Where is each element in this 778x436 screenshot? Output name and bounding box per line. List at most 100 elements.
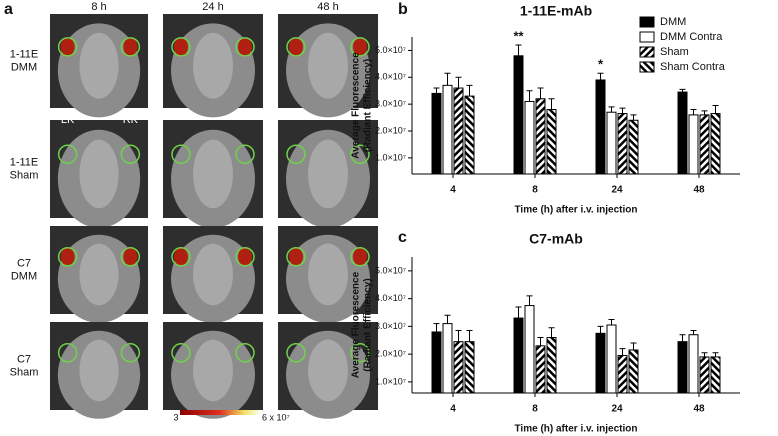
error-bar: [630, 114, 637, 121]
bar: [699, 114, 710, 175]
bar: [710, 113, 721, 175]
x-tick-label: 4: [450, 185, 456, 196]
bar: [464, 341, 475, 394]
x-tick-label: 24: [611, 185, 623, 196]
roi-circle: [350, 343, 370, 363]
bar: [513, 55, 524, 175]
y-tick-label: 4.0×10⁷: [375, 72, 406, 82]
legend-label: Sham Contra: [660, 61, 726, 73]
signal: [353, 37, 367, 56]
bar: [535, 98, 546, 175]
colorbar: [180, 410, 260, 415]
roi-circle: [171, 37, 191, 57]
bar: [442, 323, 453, 394]
roi-circle: [235, 343, 255, 363]
error-bar: [597, 72, 604, 80]
bar: [431, 331, 442, 394]
error-bar: [433, 87, 440, 94]
bar: [524, 305, 535, 394]
signal: [60, 247, 75, 266]
side-label: RK: [123, 114, 139, 126]
x-tick-label: 48: [693, 185, 705, 196]
signal: [238, 37, 252, 56]
bar: [688, 114, 699, 175]
roi-circle: [171, 144, 191, 165]
column-label: 24 h: [202, 1, 223, 13]
mouse-belly: [308, 243, 348, 306]
significance: *: [598, 57, 604, 72]
error-bar: [712, 352, 719, 357]
error-bar: [537, 87, 544, 99]
signal: [174, 247, 188, 266]
y-tick-label: 3.0×10⁷: [375, 321, 406, 331]
signal: [174, 37, 188, 56]
bar: [628, 349, 639, 394]
roi-circle: [235, 37, 255, 57]
bar: [699, 356, 710, 394]
panel-letter: a: [4, 1, 13, 18]
mouse-belly: [79, 139, 119, 209]
y-tick-label: 2.0×10⁷: [375, 125, 406, 135]
error-bar: [597, 325, 604, 334]
bar: [524, 100, 535, 175]
bar: [688, 334, 699, 394]
error-bar: [466, 330, 473, 342]
error-bar: [690, 330, 697, 335]
legend-label: DMM: [660, 16, 686, 28]
legend-swatch: [639, 16, 655, 28]
row-label: DMM: [11, 270, 37, 282]
signal: [353, 247, 367, 266]
error-bar: [526, 90, 533, 102]
x-tick-label: 48: [693, 404, 705, 415]
mouse-belly: [193, 339, 233, 402]
error-bar: [455, 76, 462, 89]
row-label: DMM: [11, 61, 37, 73]
x-axis-label: Time (h) after i.v. injection: [515, 424, 638, 435]
signal: [60, 37, 75, 56]
error-bar: [433, 323, 440, 332]
mouse-belly: [79, 32, 119, 99]
bar: [606, 111, 617, 175]
error-bar: [712, 105, 719, 114]
roi-circle: [57, 144, 78, 165]
error-bar: [701, 352, 708, 357]
mouse-belly: [193, 243, 233, 306]
mouse-belly: [79, 243, 119, 306]
error-bar: [679, 334, 686, 342]
roi-circle: [350, 37, 370, 57]
bar: [617, 113, 628, 175]
x-tick-label: 8: [532, 185, 538, 196]
roi-circle: [57, 37, 78, 57]
y-axis-label: Average Fluorescence: [351, 271, 362, 378]
x-tick-label: 8: [532, 404, 538, 415]
panel-letter: b: [398, 1, 408, 18]
bar: [617, 355, 628, 394]
significance: **: [513, 28, 524, 43]
error-bar: [444, 314, 451, 324]
bar: [710, 356, 721, 394]
roi-circle: [120, 144, 141, 165]
y-tick-label: 1.0×10⁷: [375, 152, 406, 162]
bar: [546, 109, 557, 175]
error-bar: [548, 98, 555, 110]
colorbar-max: 6 x 10⁷: [262, 412, 290, 422]
roi-circle: [57, 247, 78, 267]
signal: [289, 37, 303, 56]
mouse-belly: [308, 32, 348, 99]
roi-circle: [171, 343, 191, 363]
legend-label: DMM Contra: [660, 31, 723, 43]
bar: [546, 336, 557, 394]
y-axis-label: Average Fluorescence: [351, 52, 362, 159]
row-label: Sham: [10, 169, 39, 181]
legend-label: Sham: [660, 46, 689, 58]
roi-circle: [286, 343, 306, 363]
error-bar: [455, 330, 462, 342]
legend-swatch: [639, 61, 655, 73]
chart-title: 1-11E-mAb: [520, 3, 592, 19]
y-axis-label: (Radiant Efficiency): [363, 278, 374, 371]
bar: [595, 332, 606, 394]
error-bar: [444, 72, 451, 86]
roi-circle: [235, 247, 255, 267]
bar: [453, 341, 464, 394]
